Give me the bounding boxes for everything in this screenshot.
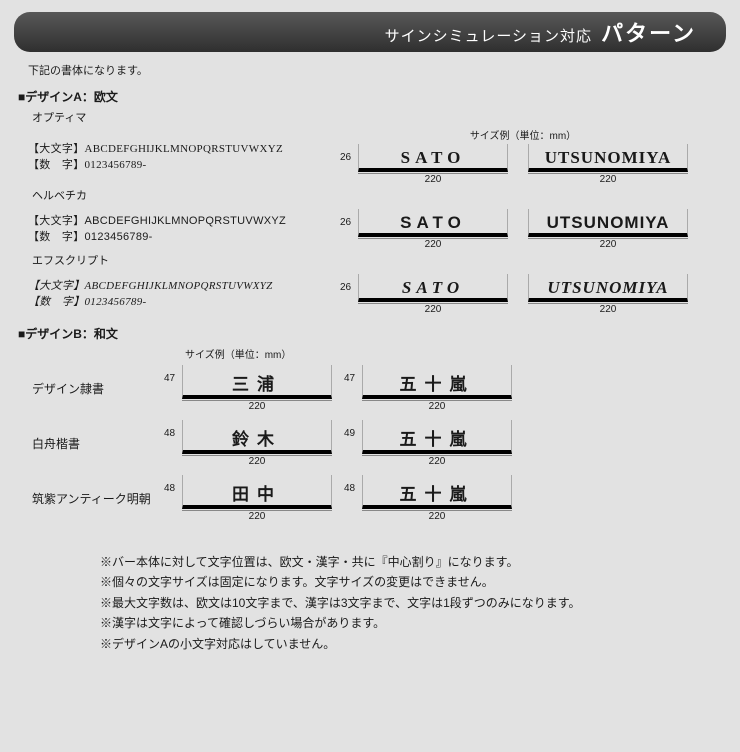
section-a-label: ■デザインA：欧文 <box>18 88 740 105</box>
note-line: ※個々の文字サイズは固定になります。文字サイズの変更はできません。 <box>100 572 740 592</box>
h-label: 26 <box>340 217 351 228</box>
sample-col: サイズ例（単位：mm） 26 SATO 220 UTSUNOMIYA 220 <box>358 127 688 185</box>
h-label: 26 <box>340 152 351 163</box>
header-bar: サインシミュレーション対応 パターン <box>14 12 726 52</box>
size-example-label-b: サイズ例（単位：mm） <box>185 346 740 361</box>
sample-text: UTSUNOMIYA <box>545 148 672 168</box>
sample-group-fscript: 26 SATO 220 UTSUNOMIYA 220 <box>358 274 688 315</box>
optima-upper: 【大文字】ABCDEFGHIJKLMNOPQRSTUVWXYZ <box>28 140 358 156</box>
w-label: 220 <box>528 303 688 315</box>
font-name-optima: オプティマ <box>32 109 740 125</box>
notes-block: ※バー本体に対して文字位置は、欧文・漢字・共に『中心割り』になります。 ※個々の… <box>100 552 740 654</box>
sample-text: SATO <box>402 278 464 298</box>
font-row-fscript: 【大文字】ABCDEFGHIJKLMNOPQRSTUVWXYZ 【数 字】012… <box>0 270 740 315</box>
sample-sato: 26 SATO 220 <box>358 274 508 315</box>
sample-utsunomiya: UTSUNOMIYA 220 <box>528 209 688 250</box>
fscript-upper: 【大文字】ABCDEFGHIJKLMNOPQRSTUVWXYZ <box>28 277 358 293</box>
chars-fscript: 【大文字】ABCDEFGHIJKLMNOPQRSTUVWXYZ 【数 字】012… <box>28 277 358 309</box>
note-line: ※漢字は文字によって確認しづらい場合があります。 <box>100 613 740 633</box>
jp-samples: 48田中220 48五十嵐220 <box>182 475 512 522</box>
sample-text: SATO <box>400 213 466 233</box>
font-row-optima: 【大文字】ABCDEFGHIJKLMNOPQRSTUVWXYZ 【数 字】012… <box>0 127 740 185</box>
size-example-label: サイズ例（単位：mm） <box>358 127 688 142</box>
jp-samples: 48鈴木220 49五十嵐220 <box>182 420 512 467</box>
jp-row-kaisho: 白舟楷書 48鈴木220 49五十嵐220 <box>0 420 740 467</box>
w-label: 220 <box>528 173 688 185</box>
sample-utsunomiya: UTSUNOMIYA 220 <box>528 144 688 185</box>
sample-sato: 26 SATO 220 <box>358 144 508 185</box>
w-label: 220 <box>358 303 508 315</box>
sample-utsunomiya: UTSUNOMIYA 220 <box>528 274 688 315</box>
h-label: 26 <box>340 282 351 293</box>
note-line: ※バー本体に対して文字位置は、欧文・漢字・共に『中心割り』になります。 <box>100 552 740 572</box>
helvetica-num: 【数 字】0123456789- <box>28 228 358 244</box>
jp-row-mincho: 筑紫アンティーク明朝 48田中220 48五十嵐220 <box>0 475 740 522</box>
jp-samples: 47三浦220 47五十嵐220 <box>182 365 512 412</box>
sample-text: UTSUNOMIYA <box>547 278 668 298</box>
sample-sato: 26 SATO 220 <box>358 209 508 250</box>
sample-group-helvetica: 26 SATO 220 UTSUNOMIYA 220 <box>358 209 688 250</box>
jp-name: デザイン隷書 <box>32 380 182 397</box>
font-row-helvetica: 【大文字】ABCDEFGHIJKLMNOPQRSTUVWXYZ 【数 字】012… <box>0 205 740 250</box>
note-line: ※最大文字数は、欧文は10文字まで、漢字は3文字まで、文字は1段ずつのみになりま… <box>100 593 740 613</box>
sample-text: UTSUNOMIYA <box>547 213 670 233</box>
helvetica-upper: 【大文字】ABCDEFGHIJKLMNOPQRSTUVWXYZ <box>28 212 358 228</box>
font-name-helvetica: ヘルベチカ <box>32 187 740 203</box>
header-subtitle: サインシミュレーション対応 <box>385 28 592 45</box>
chars-helvetica: 【大文字】ABCDEFGHIJKLMNOPQRSTUVWXYZ 【数 字】012… <box>28 212 358 244</box>
section-b-label: ■デザインB：和文 <box>18 325 740 342</box>
header-title: パターン <box>601 21 696 46</box>
font-name-fscript: エフスクリプト <box>32 252 740 268</box>
w-label: 220 <box>358 238 508 250</box>
jp-name: 白舟楷書 <box>32 435 182 452</box>
intro-text: 下記の書体になります。 <box>28 62 740 78</box>
fscript-num: 【数 字】0123456789- <box>28 293 358 309</box>
optima-num: 【数 字】0123456789- <box>28 156 358 172</box>
sample-group-optima: 26 SATO 220 UTSUNOMIYA 220 <box>358 144 688 185</box>
w-label: 220 <box>528 238 688 250</box>
jp-name: 筑紫アンティーク明朝 <box>32 490 182 507</box>
w-label: 220 <box>358 173 508 185</box>
sample-text: SATO <box>401 148 466 168</box>
chars-optima: 【大文字】ABCDEFGHIJKLMNOPQRSTUVWXYZ 【数 字】012… <box>28 140 358 172</box>
note-line: ※デザインAの小文字対応はしていません。 <box>100 634 740 654</box>
jp-row-reisho: デザイン隷書 47三浦220 47五十嵐220 <box>0 365 740 412</box>
